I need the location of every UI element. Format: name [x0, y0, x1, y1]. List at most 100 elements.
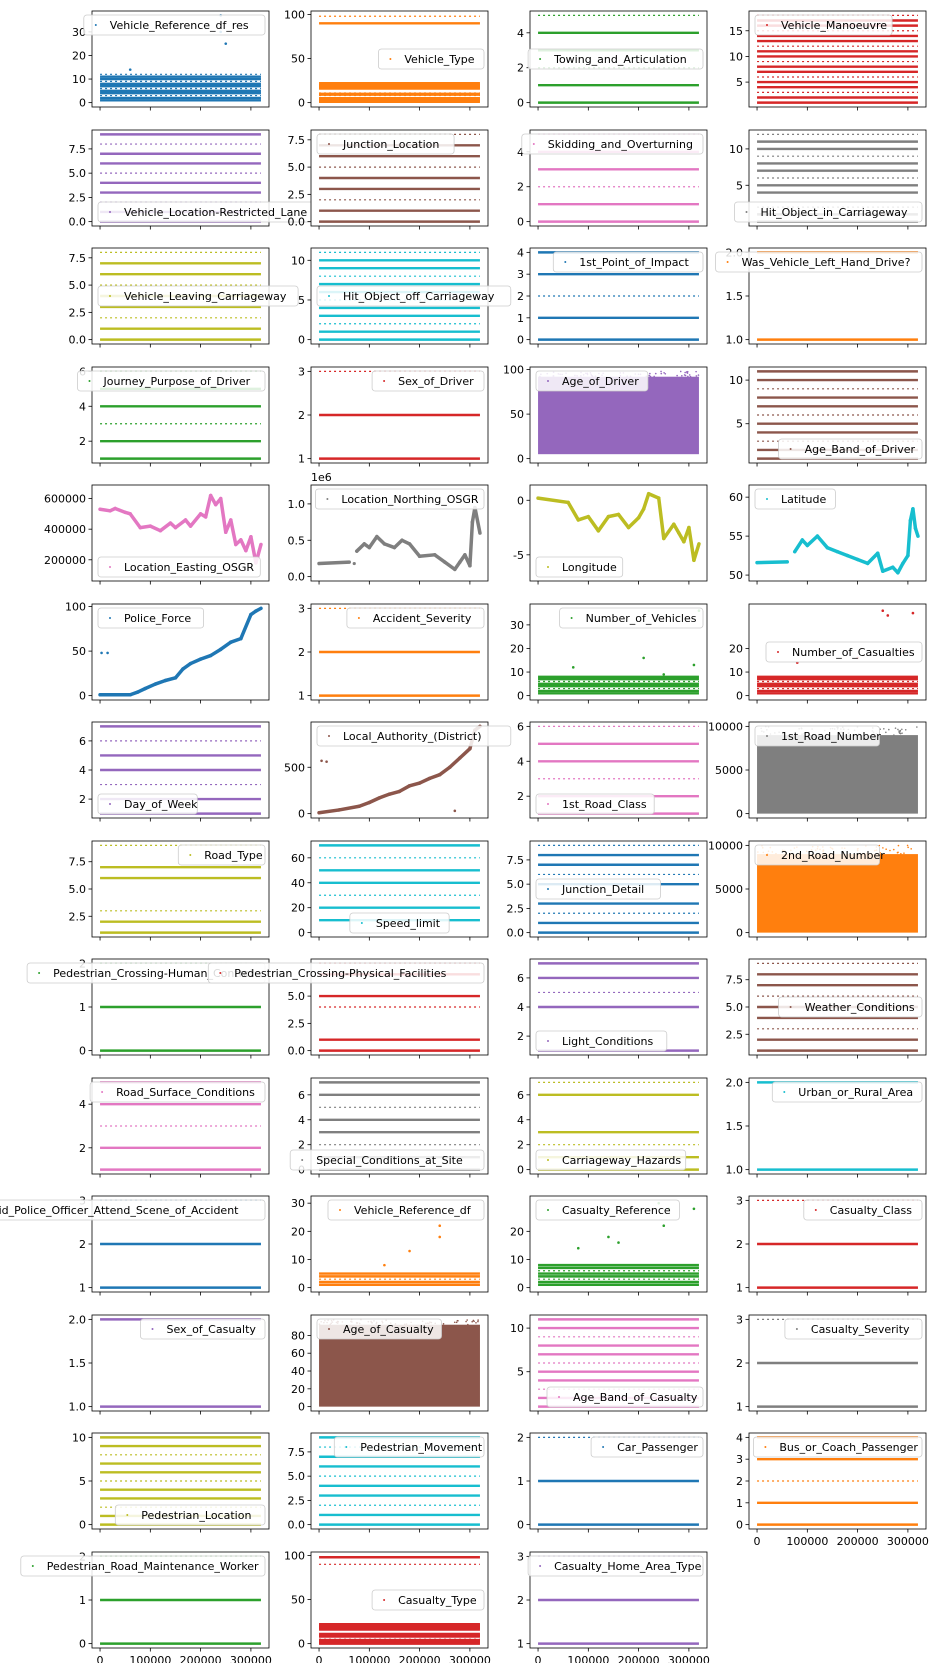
- data-point: [908, 518, 913, 523]
- y-tick-label: 3: [736, 1453, 743, 1466]
- y-offset-label: 1e6: [311, 471, 332, 484]
- y-tick-label: 60: [291, 1347, 305, 1360]
- y-tick-label: 0.0: [288, 1045, 306, 1058]
- data-point: [224, 530, 228, 534]
- data-point: [663, 371, 665, 374]
- legend: Day_of_Week: [97, 793, 198, 815]
- legend: Skidding_and_Overturning: [521, 133, 704, 155]
- y-tick-label: 2: [517, 1431, 524, 1444]
- subplot-Hit_Object_in_Carriageway: 5 10 Hit_Object_in_Carriageway: [729, 129, 927, 230]
- data-trace: [317, 808, 341, 815]
- legend-marker: [360, 922, 363, 924]
- data-point: [900, 852, 902, 855]
- y-tick-label: 0: [736, 690, 743, 703]
- x-tick-label: 300000: [449, 1654, 491, 1663]
- legend-label: Longitude: [562, 561, 617, 574]
- data-point: [188, 524, 193, 528]
- legend: Carriageway_Hazards: [535, 1149, 687, 1171]
- data-trace: [208, 647, 223, 658]
- y-tick-label: 3: [736, 1313, 743, 1326]
- y-tick-label: 3: [736, 1194, 743, 1207]
- legend: Accident_Severity: [346, 607, 485, 629]
- data-point: [907, 846, 909, 849]
- data-trace: [825, 546, 840, 554]
- data-point: [465, 1320, 467, 1323]
- y-tick-label: 600000: [44, 493, 86, 506]
- data-point: [664, 373, 667, 375]
- y-tick-label: 1.5: [69, 1357, 87, 1370]
- x-tick-label: 300000: [887, 1535, 929, 1548]
- y-tick-label: 0: [298, 808, 305, 821]
- y-tick-label: 1.0: [288, 498, 306, 511]
- y-tick-label: 10000: [708, 839, 743, 852]
- data-point: [662, 536, 666, 541]
- subplot-Accident_Severity: 1 2 3 Accident_Severity: [298, 602, 489, 704]
- data-point: [637, 516, 641, 520]
- y-tick-label: 5: [517, 1366, 524, 1379]
- y-tick-label: 10: [72, 1431, 86, 1444]
- legend-marker: [357, 617, 360, 619]
- data-trace: [662, 522, 676, 541]
- data-point: [805, 543, 809, 548]
- data-trace: [188, 657, 203, 666]
- data-trace: [229, 636, 243, 644]
- legend-marker: [389, 58, 392, 60]
- outlier-point: [692, 663, 696, 667]
- legend-label: Vehicle_Manoeuvre: [781, 19, 887, 32]
- y-tick-label: 1.5: [726, 1120, 744, 1133]
- y-tick-label: 2: [736, 1238, 743, 1251]
- y-tick-label: 10: [291, 254, 305, 267]
- data-point: [596, 529, 600, 533]
- data-point: [576, 518, 580, 522]
- y-tick-label: 3: [298, 365, 305, 378]
- x-tick-label: 0: [535, 1654, 542, 1663]
- data-point: [199, 657, 203, 661]
- y-tick-label: 2: [517, 1139, 524, 1152]
- data-point: [249, 535, 253, 539]
- data-point: [906, 844, 909, 847]
- legend-label: Towing_and_Articulation: [553, 53, 687, 66]
- data-trace: [626, 515, 641, 530]
- legend-box: [535, 1149, 687, 1171]
- data-point: [229, 518, 233, 522]
- y-tick-label: 6: [517, 1089, 524, 1102]
- data-point: [883, 727, 885, 730]
- legend: Bus_or_Coach_Passenger: [753, 1436, 923, 1458]
- legend: Hit_Object_off_Carriageway: [316, 285, 512, 307]
- y-tick-label: 2: [517, 1030, 524, 1043]
- data-trace: [382, 542, 397, 550]
- legend-label: Age_Band_of_Casualty: [573, 1391, 698, 1404]
- data-marks: [538, 609, 701, 695]
- data-marks: [319, 1556, 480, 1645]
- data-point: [901, 728, 903, 731]
- y-tick-label: 5: [79, 1475, 86, 1488]
- subplot-Sex_of_Driver: 1 2 3 Sex_of_Driver: [298, 365, 489, 467]
- y-tick-label: 10: [729, 374, 743, 387]
- legend: Junction_Location: [316, 133, 455, 155]
- legend: Speed_limit: [349, 912, 450, 934]
- y-tick-label: 4: [298, 1114, 305, 1127]
- legend-marker: [383, 1599, 386, 1601]
- data-trace: [203, 493, 213, 519]
- y-tick-label: 1: [79, 1282, 86, 1295]
- legend-marker: [383, 380, 386, 382]
- data-marks: [98, 493, 263, 565]
- data-trace: [397, 784, 412, 794]
- subplot-Vehicle_Type: 0 50 100 Vehicle_Type: [284, 8, 489, 111]
- y-tick-label: 100: [284, 8, 305, 21]
- subplot-Journey_Purpose_of_Driver: 246Journey_Purpose_of_Driver: [77, 365, 270, 467]
- x-tick-label: 0: [754, 1535, 761, 1548]
- legend: Road_Type: [177, 844, 266, 866]
- y-tick-label: 0: [298, 97, 305, 110]
- y-tick-label: 5.0: [288, 1470, 306, 1483]
- legend-box: [754, 488, 836, 510]
- subplot-Vehicle_Reference_df: 0 10 20 30 Vehicle_Reference_df: [291, 1195, 489, 1296]
- y-tick-label: 3: [298, 602, 305, 615]
- data-marks: [319, 844, 480, 922]
- legend: Number_of_Casualties: [765, 641, 923, 663]
- data-point: [885, 731, 887, 734]
- legend-box: [316, 133, 455, 155]
- legend-box: [0, 1199, 266, 1221]
- data-point: [876, 551, 880, 555]
